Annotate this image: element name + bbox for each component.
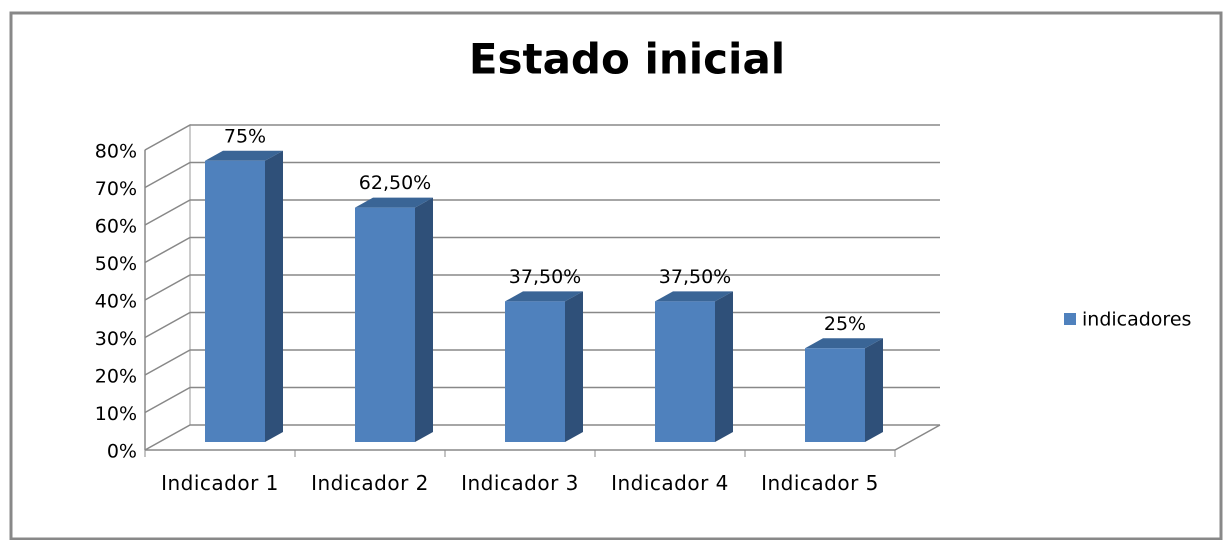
y-tick-label: 80% [95,141,137,163]
x-tick-label: Indicador 2 [311,471,429,495]
bar-side [415,197,433,442]
bar-top [205,150,283,161]
y-tick-label: 70% [95,178,137,200]
grid-line [144,199,940,226]
grid-line [144,274,940,301]
data-label: 62,50% [359,172,431,194]
y-tick-label: 40% [95,291,137,313]
bar [205,160,265,442]
bar [505,301,565,442]
x-tick-label: Indicador 5 [761,471,879,495]
grid-line [144,236,940,264]
data-label: 25% [824,313,866,335]
bar-top [655,291,733,302]
bar-side [265,150,283,442]
chart-title: Estado inicial [469,35,785,84]
y-tick-label: 20% [95,366,137,388]
x-tick-label: Indicador 3 [461,471,579,495]
y-tick-label: 0% [107,441,137,463]
x-tick-label: Indicador 1 [161,471,279,495]
bar [805,348,865,442]
grid-line [144,161,940,189]
y-tick-label: 30% [95,328,137,350]
y-tick-label: 60% [95,216,137,238]
bar-top [505,291,583,302]
chart-border [9,11,1223,540]
legend-label: indicadores [1082,309,1191,331]
bar-top [805,338,883,349]
y-tick-label: 50% [95,253,137,275]
bar [355,207,415,442]
bar-top [355,197,433,208]
data-label: 37,50% [659,266,731,288]
grid-line [144,124,940,151]
data-label: 75% [224,125,266,147]
bar-side [565,291,583,442]
bar-side [715,291,733,442]
legend-swatch [1064,313,1076,325]
y-tick-label: 10% [95,403,137,425]
x-tick-label: Indicador 4 [611,471,729,495]
data-label: 37,50% [509,266,581,288]
bar-side [865,338,883,442]
bar [655,301,715,442]
